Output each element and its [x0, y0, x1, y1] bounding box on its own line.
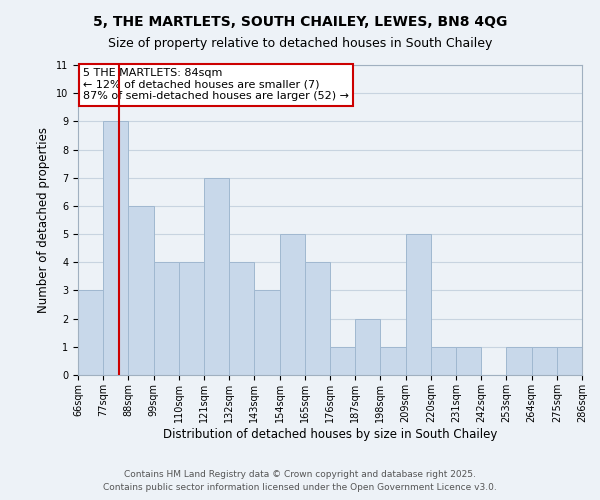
Bar: [431, 347, 456, 375]
Bar: [280, 234, 305, 375]
Bar: [330, 347, 355, 375]
Bar: [254, 290, 280, 375]
Bar: [305, 262, 330, 375]
Bar: [103, 122, 128, 375]
Bar: [128, 206, 154, 375]
Bar: [532, 347, 557, 375]
Bar: [154, 262, 179, 375]
Bar: [204, 178, 229, 375]
Bar: [355, 318, 380, 375]
Text: 5 THE MARTLETS: 84sqm
← 12% of detached houses are smaller (7)
87% of semi-detac: 5 THE MARTLETS: 84sqm ← 12% of detached …: [83, 68, 349, 102]
Bar: [506, 347, 532, 375]
Bar: [179, 262, 204, 375]
Text: Size of property relative to detached houses in South Chailey: Size of property relative to detached ho…: [108, 38, 492, 51]
Text: Contains HM Land Registry data © Crown copyright and database right 2025.
Contai: Contains HM Land Registry data © Crown c…: [103, 470, 497, 492]
Y-axis label: Number of detached properties: Number of detached properties: [37, 127, 50, 313]
Bar: [406, 234, 431, 375]
Bar: [557, 347, 582, 375]
Text: 5, THE MARTLETS, SOUTH CHAILEY, LEWES, BN8 4QG: 5, THE MARTLETS, SOUTH CHAILEY, LEWES, B…: [93, 15, 507, 29]
Bar: [380, 347, 406, 375]
X-axis label: Distribution of detached houses by size in South Chailey: Distribution of detached houses by size …: [163, 428, 497, 440]
Bar: [229, 262, 254, 375]
Bar: [456, 347, 481, 375]
Bar: [78, 290, 103, 375]
